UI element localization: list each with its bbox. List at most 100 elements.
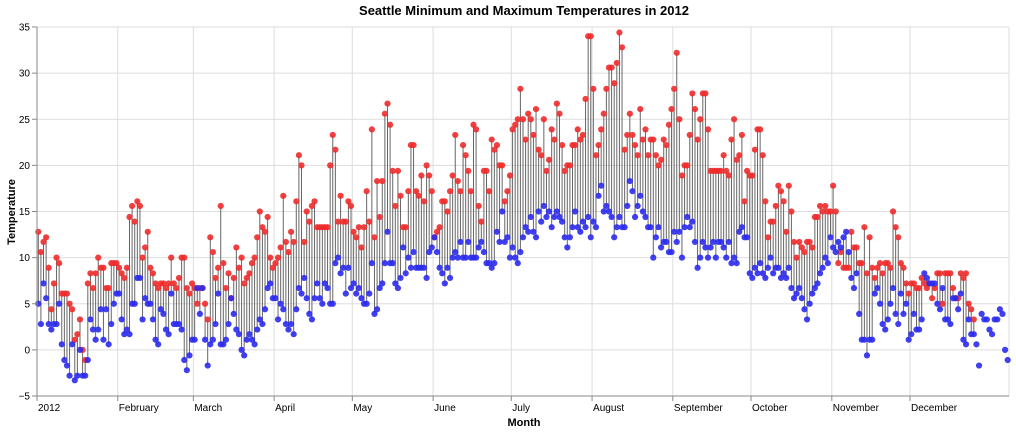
max-point	[285, 248, 292, 256]
max-point	[660, 136, 667, 143]
max-point	[689, 90, 696, 97]
max-point	[931, 284, 938, 292]
min-point	[261, 306, 269, 313]
max-point	[207, 234, 214, 241]
min-point	[577, 228, 584, 235]
min-point	[235, 331, 243, 338]
min-point	[522, 224, 529, 231]
min-point	[999, 310, 1006, 317]
max-point	[637, 106, 644, 113]
min-point	[454, 254, 461, 261]
min-point	[397, 274, 404, 282]
min-point	[819, 264, 826, 271]
min-point	[371, 310, 378, 317]
min-point	[988, 331, 996, 338]
min-point	[908, 331, 915, 338]
min-point	[74, 372, 81, 379]
min-point	[509, 244, 516, 251]
max-point	[342, 218, 349, 225]
min-point	[462, 254, 469, 261]
max-point	[725, 172, 732, 179]
min-point	[535, 208, 542, 215]
max-point	[861, 224, 868, 231]
min-point	[525, 228, 532, 235]
max-point	[115, 264, 123, 271]
max-point	[269, 264, 276, 271]
min-point	[478, 238, 485, 246]
min-point	[869, 336, 876, 343]
min-point	[353, 290, 360, 297]
max-point	[717, 167, 725, 175]
min-point	[663, 238, 670, 246]
min-point	[678, 254, 686, 261]
max-point	[50, 280, 58, 287]
min-point	[407, 264, 415, 271]
max-point	[248, 260, 256, 267]
max-point	[37, 248, 45, 256]
x-axis-title: Month	[508, 417, 541, 429]
max-point	[355, 224, 362, 231]
max-point	[590, 85, 597, 92]
max-point	[809, 244, 816, 251]
max-point	[165, 280, 172, 287]
max-point	[644, 152, 652, 159]
max-point	[95, 254, 102, 261]
min-point	[446, 274, 454, 282]
max-point	[397, 192, 404, 199]
min-point	[624, 202, 631, 210]
max-point	[780, 198, 787, 205]
min-point	[962, 341, 970, 348]
max-point	[241, 280, 248, 287]
max-point	[572, 141, 579, 149]
min-point	[444, 264, 451, 271]
y-tick-label: 10	[19, 253, 31, 264]
max-point	[264, 213, 271, 221]
min-point	[629, 188, 636, 195]
max-point	[506, 172, 514, 179]
max-point	[465, 167, 472, 175]
max-point	[233, 244, 240, 251]
min-point	[960, 336, 967, 343]
max-point	[66, 300, 73, 307]
min-point	[837, 244, 845, 251]
min-point	[848, 274, 855, 282]
min-point	[658, 244, 665, 251]
max-point	[830, 182, 837, 189]
min-point	[465, 238, 472, 246]
max-point	[788, 208, 795, 215]
min-point	[342, 290, 349, 297]
max-point	[960, 274, 967, 282]
max-point	[566, 162, 574, 169]
max-point	[764, 234, 772, 241]
max-point	[160, 280, 167, 287]
max-point	[324, 224, 331, 231]
x-tick-label: February	[119, 403, 159, 414]
min-point	[569, 224, 576, 231]
max-point	[118, 270, 125, 277]
max-point	[866, 234, 873, 241]
min-point	[668, 248, 675, 256]
max-point	[577, 136, 584, 143]
max-point	[535, 146, 542, 153]
min-point	[986, 326, 993, 333]
min-point	[746, 270, 753, 277]
min-point	[345, 264, 352, 271]
max-point	[608, 64, 615, 71]
min-point	[512, 254, 519, 261]
max-point	[876, 260, 884, 267]
min-point	[452, 248, 459, 256]
max-point	[491, 146, 498, 153]
max-point	[613, 59, 620, 67]
min-point	[605, 208, 613, 215]
min-point	[572, 208, 579, 215]
max-point	[574, 126, 581, 133]
max-point	[827, 208, 834, 215]
max-point	[673, 49, 680, 56]
max-point	[522, 136, 529, 143]
min-point	[212, 320, 219, 328]
min-point	[793, 290, 800, 297]
min-point	[71, 377, 78, 384]
min-point	[204, 362, 211, 369]
min-point	[230, 310, 237, 317]
min-point	[856, 310, 863, 317]
